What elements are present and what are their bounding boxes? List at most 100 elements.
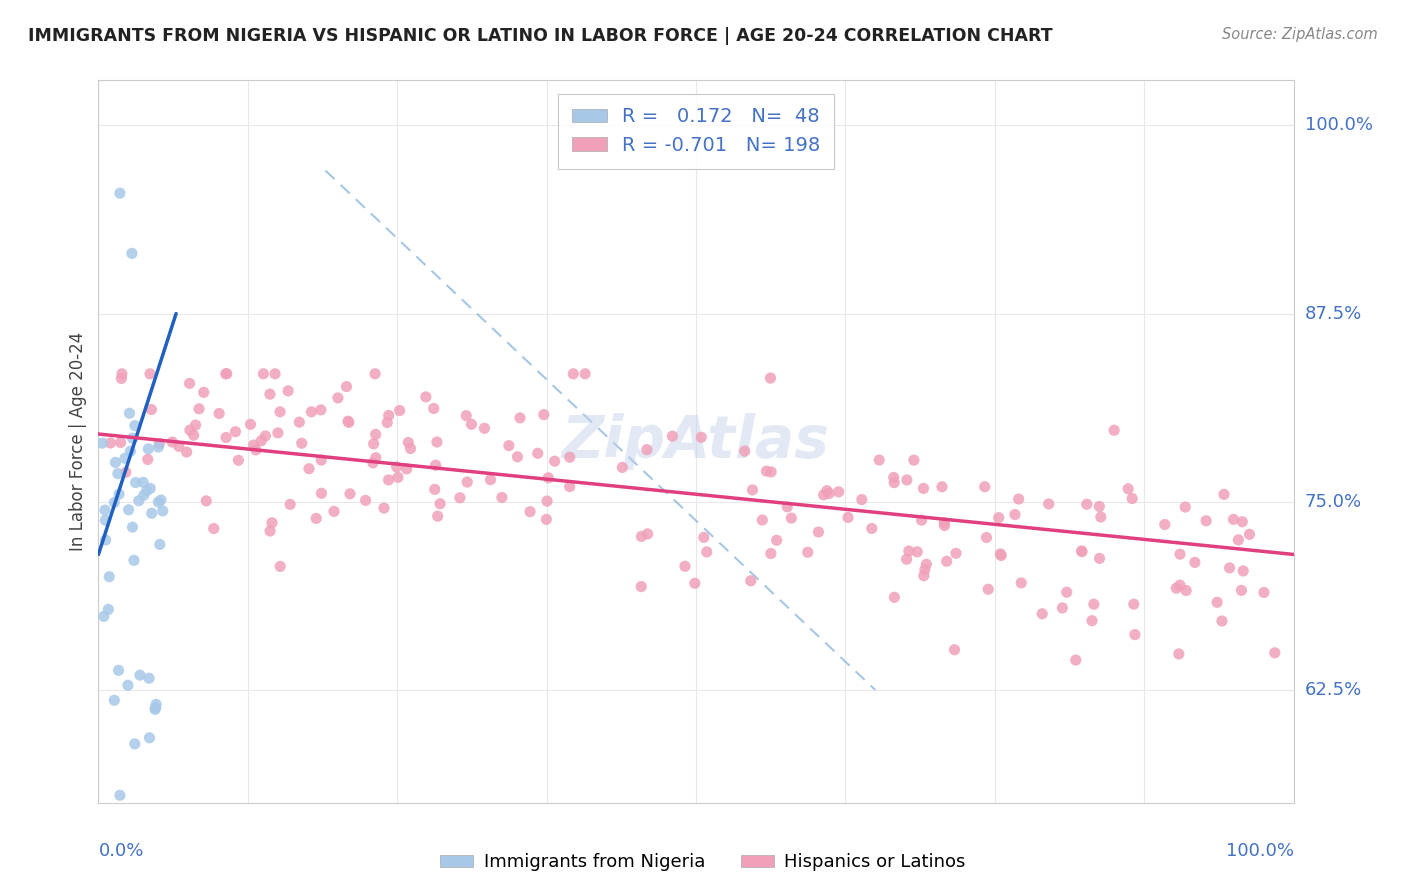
Point	[104, 455, 127, 469]
Point	[138, 442, 160, 456]
Point	[780, 511, 803, 525]
Point	[215, 431, 238, 445]
Point	[630, 580, 652, 594]
Point	[278, 497, 301, 511]
Point	[195, 494, 218, 508]
Point	[269, 405, 291, 419]
Point	[696, 545, 718, 559]
Point	[1088, 551, 1111, 566]
Point	[740, 574, 762, 588]
Point	[339, 487, 361, 501]
Point	[1121, 491, 1143, 506]
Point	[252, 367, 274, 381]
Point	[883, 475, 905, 490]
Point	[1116, 482, 1139, 496]
Point	[373, 501, 395, 516]
Point	[301, 405, 323, 419]
Point	[860, 521, 883, 535]
Point	[110, 371, 132, 385]
Point	[630, 529, 652, 543]
Point	[150, 493, 173, 508]
Point	[323, 504, 346, 518]
Point	[117, 502, 139, 516]
Point	[818, 486, 841, 500]
Point	[326, 391, 349, 405]
Point	[145, 698, 167, 712]
Point	[94, 513, 117, 527]
Point	[807, 524, 830, 539]
Point	[734, 444, 756, 458]
Point	[543, 454, 565, 468]
Point	[117, 678, 139, 692]
Point	[896, 552, 918, 566]
Point	[449, 491, 471, 505]
Point	[987, 510, 1010, 524]
Point	[176, 445, 198, 459]
Point	[361, 456, 384, 470]
Text: 100.0%: 100.0%	[1305, 117, 1372, 135]
Point	[1230, 583, 1253, 598]
Text: 62.5%: 62.5%	[1305, 681, 1362, 699]
Point	[202, 522, 225, 536]
Point	[896, 473, 918, 487]
Point	[426, 435, 449, 450]
Text: Source: ZipAtlas.com: Source: ZipAtlas.com	[1222, 27, 1378, 42]
Point	[425, 458, 447, 473]
Point	[509, 410, 531, 425]
Point	[1004, 508, 1026, 522]
Point	[765, 533, 787, 548]
Point	[912, 568, 935, 582]
Point	[100, 436, 122, 450]
Point	[141, 402, 163, 417]
Point	[242, 438, 264, 452]
Point	[426, 509, 449, 524]
Text: 0.0%: 0.0%	[98, 842, 143, 860]
Point	[479, 473, 502, 487]
Point	[250, 434, 273, 448]
Point	[498, 439, 520, 453]
Point	[1052, 601, 1074, 615]
Point	[184, 418, 207, 433]
Point	[1123, 627, 1146, 641]
Point	[1031, 607, 1053, 621]
Point	[396, 435, 419, 450]
Point	[851, 492, 873, 507]
Point	[311, 486, 333, 500]
Point	[193, 385, 215, 400]
Point	[519, 505, 541, 519]
Point	[94, 533, 117, 547]
Point	[915, 558, 938, 572]
Point	[311, 453, 333, 467]
Point	[128, 493, 150, 508]
Point	[1070, 544, 1092, 558]
Point	[377, 473, 399, 487]
Point	[264, 367, 287, 381]
Point	[693, 530, 716, 544]
Point	[905, 545, 928, 559]
Point	[245, 442, 267, 457]
Point	[121, 520, 143, 534]
Point	[1232, 515, 1254, 529]
Point	[337, 415, 360, 429]
Point	[108, 487, 131, 501]
Point	[107, 467, 129, 481]
Point	[1083, 597, 1105, 611]
Point	[337, 414, 360, 428]
Point	[934, 518, 956, 533]
Point	[1071, 544, 1094, 558]
Point	[574, 367, 596, 381]
Point	[422, 401, 444, 416]
Point	[298, 461, 321, 475]
Point	[976, 531, 998, 545]
Point	[114, 465, 136, 479]
Point	[108, 789, 131, 803]
Point	[162, 435, 184, 450]
Point	[129, 668, 152, 682]
Point	[931, 480, 953, 494]
Point	[208, 407, 231, 421]
Point	[1102, 423, 1125, 437]
Point	[536, 512, 558, 526]
Point	[533, 408, 555, 422]
Point	[912, 482, 935, 496]
Point	[387, 470, 409, 484]
